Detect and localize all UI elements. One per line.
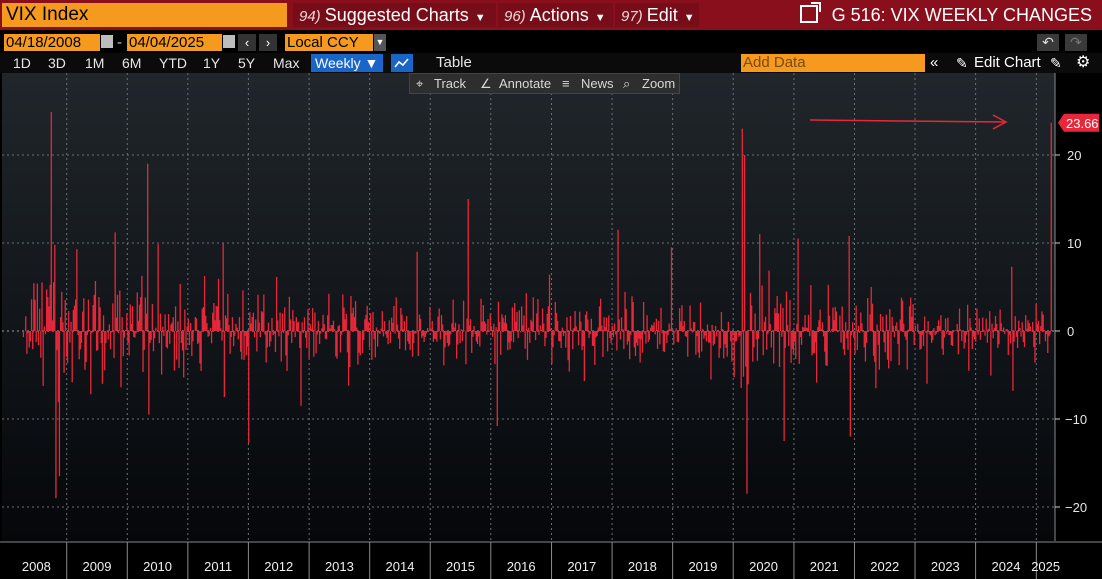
date-separator: - bbox=[117, 34, 122, 51]
date-range-row: 04/18/2008 - 04/04/2025 ‹ › Local CCY ▼ bbox=[0, 32, 1102, 52]
x-tick-label: 2015 bbox=[446, 559, 475, 574]
x-tick-label: 2008 bbox=[22, 559, 51, 574]
title-bar: VIX Index 94) Suggested Charts ▼ 96) Action… bbox=[0, 0, 1102, 30]
x-tick-label: 2016 bbox=[507, 559, 536, 574]
y-tick-label: −10 bbox=[1065, 412, 1087, 427]
external-link-icon[interactable] bbox=[799, 2, 821, 23]
y-tick-label: 10 bbox=[1067, 236, 1081, 251]
edit-chart-button[interactable]: Edit Chart bbox=[974, 54, 1041, 71]
frequency-select[interactable]: Weekly ▼ bbox=[311, 54, 383, 72]
chart-edit-icon[interactable]: ✎ bbox=[1050, 55, 1062, 71]
chevron-right-icon[interactable]: › bbox=[259, 34, 277, 51]
period-1d[interactable]: 1D bbox=[13, 55, 31, 71]
crosshair-icon[interactable]: ⌖ bbox=[416, 76, 424, 91]
ticker-field[interactable]: VIX Index bbox=[2, 3, 287, 27]
period-6m[interactable]: 6M bbox=[122, 55, 142, 71]
x-tick-label: 2017 bbox=[567, 559, 596, 574]
actions-menu[interactable]: 96) Actions ▼ bbox=[498, 3, 613, 27]
x-tick-label: 2020 bbox=[749, 559, 778, 574]
add-data-input[interactable]: Add Data bbox=[741, 54, 925, 72]
period-5y[interactable]: 5Y bbox=[238, 55, 256, 71]
track-button[interactable]: Track bbox=[434, 76, 467, 91]
caret-down-icon[interactable]: ▼ bbox=[374, 34, 386, 51]
annotate-icon[interactable]: ∠ bbox=[480, 76, 492, 91]
x-tick-label: 2022 bbox=[870, 559, 899, 574]
menu-number: 94) bbox=[299, 8, 321, 25]
period-1y[interactable]: 1Y bbox=[203, 55, 221, 71]
x-tick-label: 2021 bbox=[810, 559, 839, 574]
annotation-toolbar: ⌖ Track ∠ Annotate ≡ News ⌕ Zoom bbox=[409, 73, 680, 94]
x-tick-label: 2018 bbox=[628, 559, 657, 574]
x-tick-label: 2024 bbox=[992, 559, 1021, 574]
annotation-arrow-head bbox=[992, 114, 1008, 130]
menu-label: Actions bbox=[529, 5, 589, 25]
x-tick-label: 2014 bbox=[386, 559, 415, 574]
annotation-arrow-line bbox=[809, 119, 1005, 123]
double-chevron-left-icon[interactable]: « bbox=[930, 54, 939, 71]
period-ytd[interactable]: YTD bbox=[159, 55, 187, 71]
zoom-button[interactable]: Zoom bbox=[642, 76, 676, 91]
menu-label: Edit bbox=[646, 5, 678, 25]
x-tick-label: 2011 bbox=[204, 559, 232, 574]
last-value-label: 23.66 bbox=[1066, 116, 1099, 131]
y-tick-label: −20 bbox=[1065, 500, 1087, 515]
calendar-icon[interactable] bbox=[101, 35, 113, 48]
screen-title: G 516: VIX WEEKLY CHANGES bbox=[799, 2, 1092, 27]
line-chart-icon[interactable] bbox=[391, 54, 413, 72]
period-1m[interactable]: 1M bbox=[85, 55, 105, 71]
last-value-tag bbox=[1058, 113, 1099, 132]
annotate-button[interactable]: Annotate bbox=[499, 76, 552, 91]
caret-down-icon: ▼ bbox=[474, 12, 486, 24]
period-3d[interactable]: 3D bbox=[48, 55, 66, 71]
vix-weekly-changes-chart[interactable]: 2008 2009 2010 2011 2012 2013 2014 2015 2016 2017… bbox=[0, 73, 1102, 579]
caret-down-icon: ▼ bbox=[683, 12, 695, 24]
x-axis-band bbox=[0, 541, 1102, 579]
currency-select[interactable]: Local CCY bbox=[285, 34, 373, 51]
period-max[interactable]: Max bbox=[273, 55, 300, 71]
start-date-input[interactable]: 04/18/2008 bbox=[4, 34, 100, 51]
y-tick-label: 0 bbox=[1067, 324, 1074, 339]
x-tick-label: 2012 bbox=[264, 559, 293, 574]
suggested-charts-menu[interactable]: 94) Suggested Charts ▼ bbox=[293, 3, 496, 27]
caret-down-icon: ▼ bbox=[594, 12, 606, 24]
news-button[interactable]: News bbox=[581, 76, 614, 91]
menu-label: Suggested Charts bbox=[324, 5, 469, 25]
undo-icon[interactable]: ↶ bbox=[1037, 34, 1059, 51]
redo-icon[interactable]: ↷ bbox=[1065, 34, 1087, 51]
x-tick-label: 2009 bbox=[83, 559, 112, 574]
plot-background bbox=[2, 73, 1055, 541]
screen-title-text: G 516: VIX WEEKLY CHANGES bbox=[831, 5, 1092, 25]
y-tick-label: 20 bbox=[1067, 148, 1081, 163]
edit-menu[interactable]: 97) Edit ▼ bbox=[615, 3, 699, 27]
pencil-icon[interactable]: ✎ bbox=[956, 55, 968, 71]
x-tick-label: 2019 bbox=[688, 559, 717, 574]
gear-icon[interactable]: ⚙ bbox=[1076, 54, 1091, 71]
calendar-icon[interactable] bbox=[223, 35, 235, 48]
menu-number: 96) bbox=[504, 8, 526, 25]
x-tick-label: 2010 bbox=[143, 559, 172, 574]
x-tick-label: 2025 bbox=[1031, 559, 1060, 574]
magnifier-icon[interactable]: ⌕ bbox=[623, 76, 631, 91]
news-icon[interactable]: ≡ bbox=[562, 76, 570, 91]
table-button[interactable]: Table bbox=[436, 54, 472, 71]
x-tick-label: 2013 bbox=[325, 559, 354, 574]
chevron-left-icon[interactable]: ‹ bbox=[238, 34, 256, 51]
line-chart-glyph bbox=[394, 58, 409, 68]
end-date-input[interactable]: 04/04/2025 bbox=[127, 34, 222, 51]
x-tick-label: 2023 bbox=[931, 559, 960, 574]
period-row: 1D 3D 1M 6M YTD 1Y 5Y Max Weekly ▼ Table… bbox=[0, 53, 1102, 73]
menu-number: 97) bbox=[621, 8, 643, 25]
